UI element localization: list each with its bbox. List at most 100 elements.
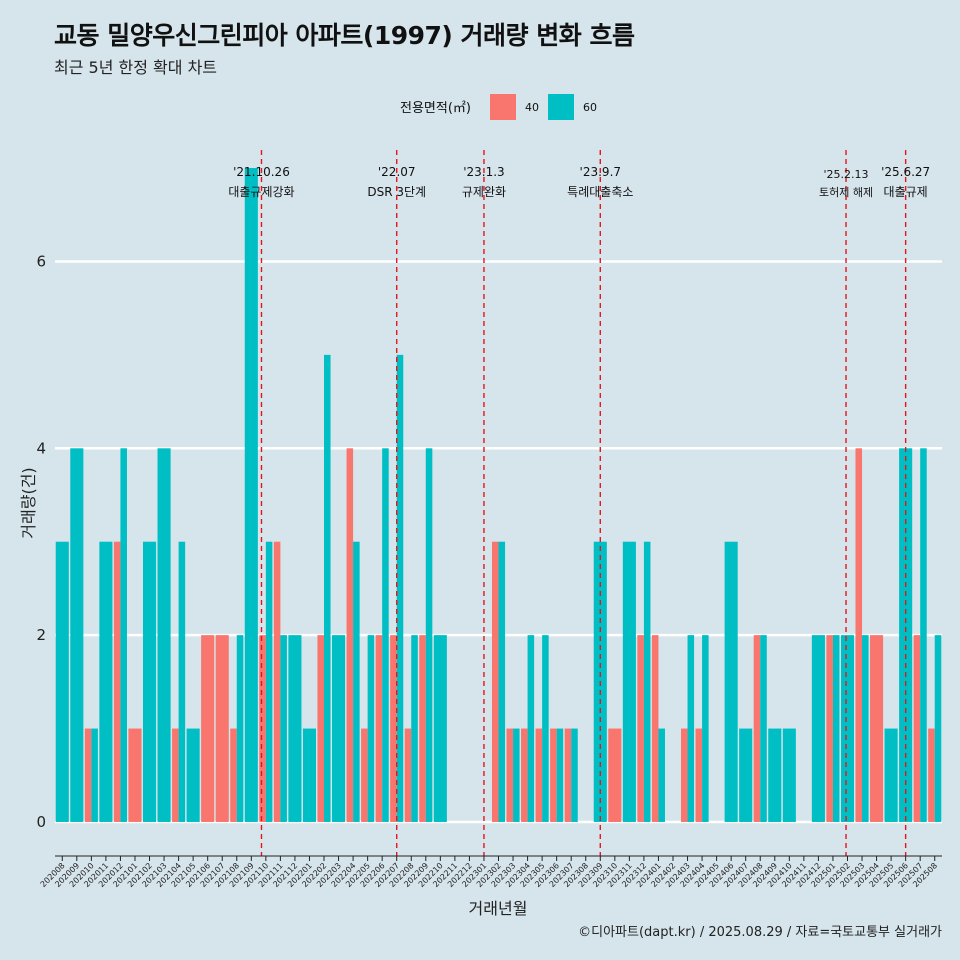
bar-60-202111 [280,635,287,822]
bar-60-202108 [236,635,244,822]
bar-40-202401 [651,635,659,822]
event-date-label: '25.6.27 [881,165,930,179]
bar-60-202505 [884,728,898,822]
bar-40-202108 [230,728,237,822]
bar-60-202303 [513,728,520,822]
bar-60-202012 [120,448,127,822]
bar-40-202303 [506,728,514,822]
bar-60-202102 [142,541,157,822]
bar-60-202307 [571,728,578,822]
bar-60-202207 [396,354,404,822]
bar-60-202412 [811,635,825,822]
event-name-label: 규제완화 [462,185,506,199]
bar-60-202209 [425,448,433,822]
bar-60-202404 [702,635,709,822]
bar-60-202206 [382,448,389,822]
bar-60-202312 [643,541,651,822]
bar-40-202307 [564,728,572,822]
bar-40-202508 [928,728,935,822]
bar-60-202204 [353,541,360,822]
event-name-label: 대출규제 [884,185,928,199]
bar-60-202406 [724,541,738,822]
event-name-label: 토허제 해제 [819,185,873,199]
bar-40-202207 [390,635,397,822]
bar-40-202104 [172,728,179,822]
bar-40-202110 [259,635,266,822]
bar-60-202010 [91,728,98,822]
legend-swatch-40 [490,94,516,120]
chart-title: 교동 밀양우신그린피아 아파트(1997) 거래량 변화 흐름 [54,21,635,50]
bar-60-202201 [302,728,317,822]
bar-60-202105 [186,728,200,822]
bar-60-202503 [862,635,869,822]
y-tick-label: 0 [36,813,46,831]
bar-60-202407 [739,728,753,822]
bar-60-202305 [542,635,549,822]
legend-label-60: 60 [583,101,597,114]
caption: ©디아파트(dapt.kr) / 2025.08.29 / 자료=국토교통부 실… [578,925,942,940]
bar-40-202503 [855,448,863,822]
bar-40-202205 [361,728,368,822]
x-axis-title: 거래년월 [469,899,528,918]
bar-60-202011 [99,541,113,822]
bar-40-202501 [826,635,833,822]
bar-60-202506 [899,448,913,822]
bar-60-202501 [832,635,840,822]
bar-40-202504 [870,635,884,822]
chart-subtitle: 최근 5년 한정 확대 차트 [54,58,218,77]
legend-swatch-60 [548,94,574,120]
legend-title: 전용면적(㎡) [400,101,471,116]
event-date-label: '23.9.7 [580,165,621,179]
bar-40-202204 [346,448,354,822]
y-axis-title: 거래량(건) [19,467,38,538]
bar-60-202502 [840,635,855,822]
bar-60-202403 [687,635,695,822]
bar-60-202008 [55,541,69,822]
event-date-label: '25.2.13 [824,168,869,181]
legend-label-40: 40 [525,101,539,114]
bar-40-202107 [215,635,229,822]
legend: 전용면적(㎡) 40 60 [400,94,597,120]
bar-40-202111 [273,541,281,822]
event-date-label: '22.07 [378,165,416,179]
bar-40-202507 [913,635,921,822]
bar-40-202012 [113,541,121,822]
bar-40-202403 [680,728,688,822]
bar-40-202306 [550,728,557,822]
bar-40-202302 [491,541,499,822]
bar-60-202507 [920,448,927,822]
bar-60-202208 [411,635,418,822]
bar-40-202304 [521,728,528,822]
y-tick-label: 6 [36,252,46,270]
bar-40-202101 [128,728,142,822]
bar-60-202104 [178,541,186,822]
bar-60-202203 [332,635,346,822]
bar-60-202210 [433,635,447,822]
bar-60-202410 [782,728,796,822]
bar-60-202112 [288,635,302,822]
y-tick-label: 2 [36,626,46,644]
event-name-label: DSR 3단계 [367,185,426,199]
bar-60-202508 [934,635,942,822]
bar-60-202202 [324,354,331,822]
bar-60-202009 [70,448,84,822]
bar-60-202408 [760,635,767,822]
bar-60-202103 [157,448,171,822]
bar-60-202409 [768,728,782,822]
event-date-label: '23.1.3 [463,165,504,179]
bar-40-202010 [84,728,92,822]
bar-60-202110 [265,541,273,822]
bar-40-202305 [535,728,543,822]
bar-60-202311 [622,541,636,822]
event-name-label: 특례대출축소 [567,185,633,199]
y-tick-label: 4 [36,439,46,457]
bar-60-202205 [367,635,375,822]
bar-60-202302 [498,541,506,822]
bar-40-202209 [419,635,426,822]
bar-40-202408 [753,635,761,822]
bar-60-202401 [658,728,665,822]
bar-40-202208 [404,728,412,822]
bar-40-202312 [637,635,644,822]
bar-40-202206 [375,635,383,822]
